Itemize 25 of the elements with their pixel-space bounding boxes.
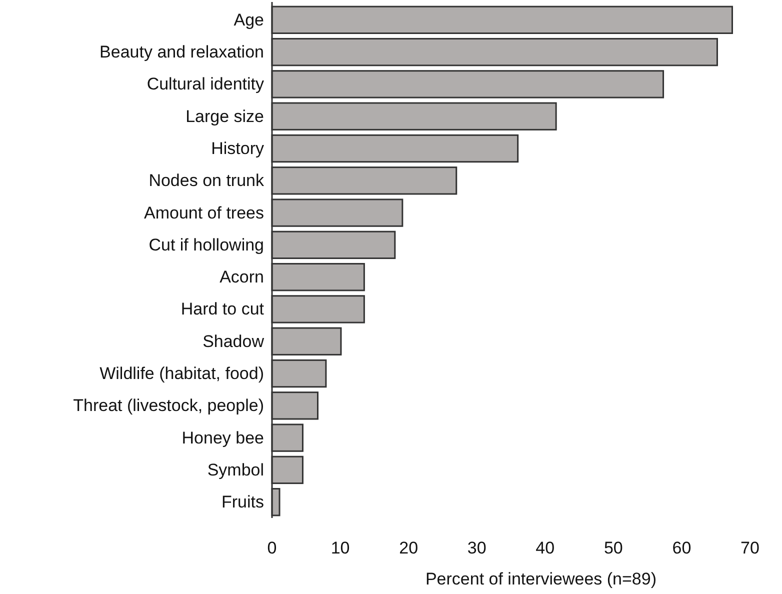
y-tick-label: Symbol (207, 460, 264, 480)
y-tick-label: Wildlife (habitat, food) (100, 364, 264, 384)
x-tick-label: 50 (604, 538, 623, 558)
x-tick-label: 30 (467, 538, 486, 558)
y-tick-label: Amount of trees (144, 203, 264, 222)
y-tick-label: Threat (livestock, people) (73, 396, 264, 416)
y-tick-label: Cut if hollowing (148, 235, 264, 254)
y-tick-label: Hard to cut (180, 300, 264, 319)
y-tick-label: Shadow (202, 332, 265, 351)
x-tick-label: 20 (399, 538, 418, 558)
x-axis-title: Percent of interviewees (n=89) (425, 570, 657, 588)
x-tick-label: 70 (740, 538, 760, 558)
x-tick-label: 40 (536, 538, 555, 558)
x-tick-label: 60 (672, 538, 692, 558)
y-tick-label: Cultural identity (146, 74, 264, 94)
y-tick-label: Honey bee (182, 428, 264, 448)
y-tick-label: Age (234, 10, 264, 30)
y-tick-label: Fruits (222, 492, 264, 512)
x-tick-label: 0 (267, 538, 277, 558)
y-tick-label: Large size (186, 106, 264, 126)
y-tick-label: History (211, 138, 264, 158)
y-tick-label: Acorn (220, 268, 264, 287)
y-tick-label: Nodes on trunk (148, 171, 264, 190)
y-tick-label: Beauty and relaxation (100, 42, 264, 62)
x-tick-label: 10 (330, 538, 350, 558)
